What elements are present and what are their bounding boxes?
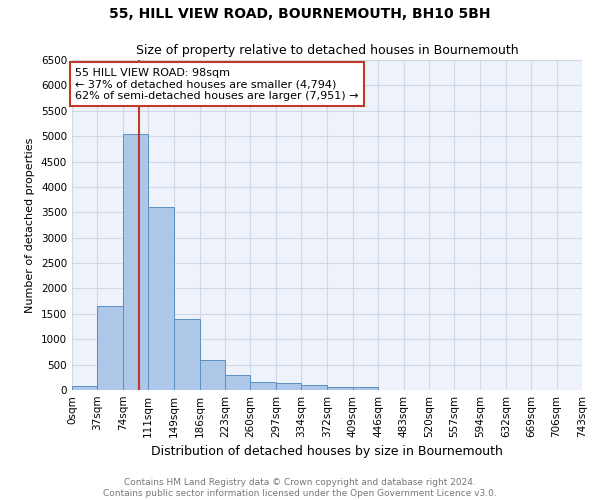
Bar — [72, 386, 97, 390]
Bar — [97, 306, 123, 390]
Text: 55 HILL VIEW ROAD: 98sqm
← 37% of detached houses are smaller (4,794)
62% of sem: 55 HILL VIEW ROAD: 98sqm ← 37% of detach… — [76, 68, 359, 101]
Bar — [148, 207, 174, 390]
Y-axis label: Number of detached properties: Number of detached properties — [25, 138, 35, 312]
Bar — [301, 385, 328, 390]
Text: 55, HILL VIEW ROAD, BOURNEMOUTH, BH10 5BH: 55, HILL VIEW ROAD, BOURNEMOUTH, BH10 5B… — [109, 8, 491, 22]
Bar — [353, 388, 378, 390]
Bar — [225, 375, 250, 390]
Text: Contains HM Land Registry data © Crown copyright and database right 2024.
Contai: Contains HM Land Registry data © Crown c… — [103, 478, 497, 498]
Bar — [276, 384, 301, 390]
Bar — [328, 388, 353, 390]
Bar — [200, 360, 225, 390]
Bar — [174, 319, 200, 390]
Bar — [250, 382, 276, 390]
Bar — [123, 134, 148, 390]
X-axis label: Distribution of detached houses by size in Bournemouth: Distribution of detached houses by size … — [151, 446, 503, 458]
Title: Size of property relative to detached houses in Bournemouth: Size of property relative to detached ho… — [136, 44, 518, 58]
